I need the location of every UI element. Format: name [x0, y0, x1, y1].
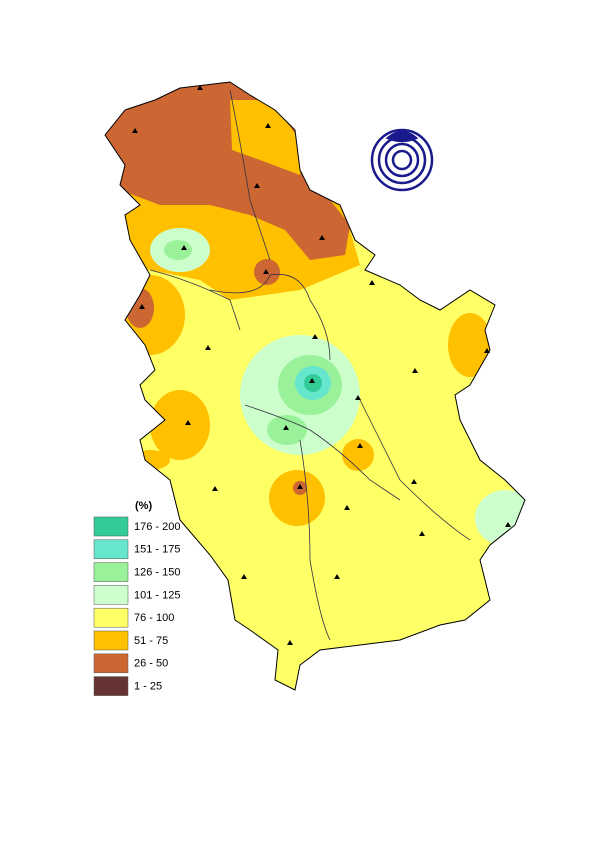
- region: [150, 390, 210, 460]
- rivers: [149, 89, 471, 641]
- region: [475, 490, 525, 546]
- region: [269, 470, 325, 526]
- region: [164, 240, 192, 260]
- legend-label: 51 - 75: [134, 635, 168, 647]
- legend-swatch: [93, 607, 129, 628]
- legend-swatch: [93, 562, 129, 582]
- legend-label: 101 - 125: [134, 589, 180, 601]
- legend-swatch: [93, 516, 129, 537]
- legend-swatch: [93, 676, 129, 696]
- region: [130, 450, 170, 470]
- region: [448, 313, 492, 377]
- legend-label: 26 - 50: [134, 658, 168, 670]
- legend-label: 1 - 25: [134, 681, 162, 693]
- logo: [370, 128, 434, 192]
- legend-label: 126 - 150: [134, 567, 180, 579]
- legend-swatch: [93, 585, 129, 605]
- legend-title: (%): [135, 500, 152, 512]
- legend-swatch: [93, 653, 129, 674]
- region: [230, 100, 300, 175]
- legend-label: 76 - 100: [134, 612, 174, 624]
- legend-swatch: [93, 630, 129, 651]
- region: [342, 439, 374, 471]
- legend-label: 151 - 175: [134, 544, 180, 556]
- legend-swatch: [93, 539, 129, 560]
- legend-label: 176 - 200: [134, 521, 180, 533]
- legend: 176 - 200 151 - 175 126 - 150 101 - 125 76 -…: [93, 516, 180, 696]
